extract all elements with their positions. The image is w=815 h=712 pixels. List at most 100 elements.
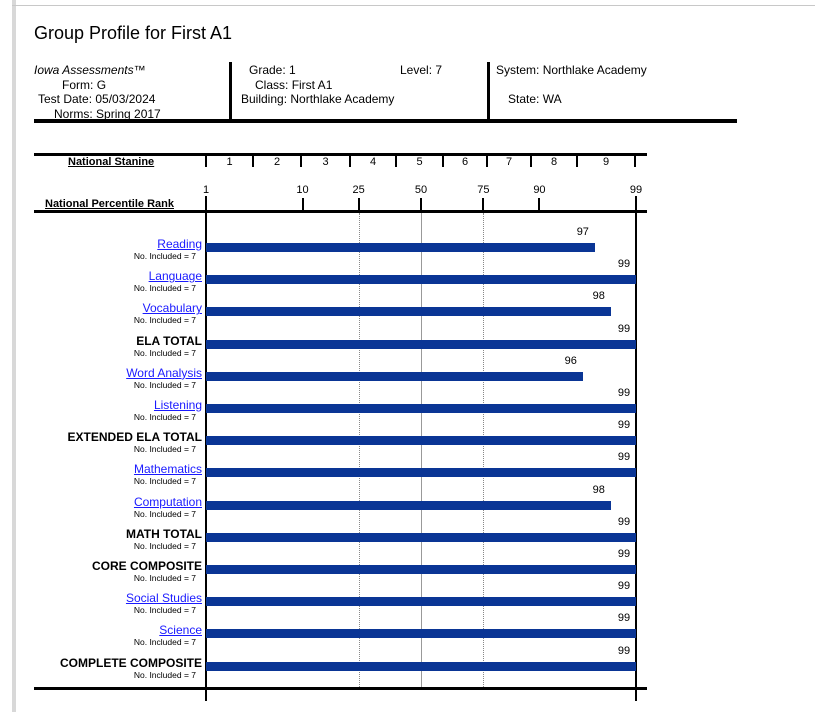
level-label: Level: [400,63,433,77]
subject-link[interactable]: Computation [133,494,202,509]
stanine-tick [395,155,397,167]
percentile-tick [420,198,422,211]
bar-value-label: 99 [617,322,631,335]
bar [206,629,636,639]
page-top-border [12,5,815,6]
assessment-name: Iowa Assessments™ [34,63,146,77]
subject-label: COMPLETE COMPOSITE [59,655,202,670]
stanine-top-rule [34,153,647,156]
subject-label[interactable]: Mathematics [2,462,202,476]
no-included-count: No. Included = 7 [133,283,196,294]
info-bottom-rule [34,119,737,123]
chart-bottom-rule [34,687,647,690]
bar [206,468,636,478]
no-included-count: No. Included = 7 [133,379,196,390]
bar-value-label: 99 [617,612,631,625]
percentile-tick-label: 1 [202,184,210,196]
subject-link[interactable]: Mathematics [133,462,202,477]
stanine-label: 5 [416,156,423,168]
stanine-tick [486,155,488,167]
bar-value-label: 98 [592,483,605,496]
no-included-count: No. Included = 7 [133,605,196,616]
percentile-tick-label: 25 [352,184,365,196]
stanine-tick [300,155,302,167]
stanine-label: 2 [273,156,281,168]
no-included-count: No. Included = 7 [133,347,196,358]
percentile-tick-label: 99 [629,184,643,196]
bar-value-label: 97 [576,226,589,238]
class-info: Grade: 1 Class: First A1 [249,63,332,92]
subject-link[interactable]: Vocabulary [142,301,202,316]
state-label: State: [508,92,540,106]
subject-link[interactable]: Science [159,623,202,638]
bar-value-label: 99 [617,419,631,432]
bar-value-label: 99 [617,548,631,560]
chart-left-frame [205,196,207,701]
subject-label[interactable]: Language [2,269,202,283]
bar-value-label: 99 [617,580,631,593]
gridline [483,213,484,687]
stanine-label: 1 [226,156,233,168]
percentile-tick-label: 90 [533,184,546,196]
no-included-count: No. Included = 7 [133,508,196,519]
percentile-tick [357,198,360,211]
bar-value-label: 96 [564,354,577,367]
subject-label[interactable]: Reading [2,237,202,251]
form-label: Form: [62,77,94,92]
subject-label[interactable]: Social Studies [2,591,202,605]
info-divider [229,62,232,122]
percentile-axis-label: National Percentile Rank [45,198,174,210]
level-value: 7 [435,63,443,77]
subject-label: EXTENDED ELA TOTAL [67,430,202,445]
no-included-count: No. Included = 7 [133,476,196,487]
subject-label[interactable]: Vocabulary [2,301,202,315]
class-label: Class: [255,77,289,92]
stanine-tick [634,155,636,167]
stanine-tick [442,155,444,167]
subject-link[interactable]: Social Studies [125,591,202,606]
bar-value-label: 99 [617,644,631,657]
bar-value-label: 99 [617,258,631,271]
system-label: System: [496,63,540,77]
stanine-tick [252,155,254,167]
no-included-count: No. Included = 7 [133,315,196,326]
subject-link[interactable]: Reading [157,237,202,251]
no-included-count: No. Included = 7 [133,669,196,680]
gridline [421,213,422,687]
subject-label[interactable]: Science [2,623,202,637]
bar [206,500,611,510]
subject-label[interactable]: Word Analysis [2,366,202,380]
bar [206,565,636,574]
page-title: Group Profile for First A1 [34,23,233,43]
building-label: Building: [241,92,288,106]
norms-label: Norms: [54,106,93,121]
subject-link[interactable]: Listening [153,398,202,412]
stanine-label: 3 [322,156,329,168]
class-value: First A1 [291,77,333,92]
subject-label[interactable]: Listening [2,398,202,412]
percentile-tick-label: 50 [414,184,428,196]
percentile-tick [301,198,304,211]
percentile-tick-label: 75 [477,184,490,196]
bar [206,532,636,542]
no-included-count: No. Included = 7 [133,540,196,551]
no-included-count: No. Included = 7 [133,444,196,455]
stanine-tick [205,155,207,167]
bar-value-label: 99 [617,451,631,464]
percentile-rule [34,210,647,213]
subject-label[interactable]: Computation [2,495,202,509]
stanine-label: 6 [461,156,469,168]
stanine-label: 7 [505,156,513,168]
bar-value-label: 99 [617,387,631,399]
building-info: Building: Northlake Academy [241,92,394,107]
system-info: System: Northlake Academy [496,63,647,78]
no-included-count: No. Included = 7 [133,573,196,583]
subject-link[interactable]: Language [148,269,202,284]
subject-link[interactable]: Word Analysis [126,365,202,380]
bar [206,597,636,607]
bar [206,243,595,252]
assessment-info: Iowa Assessments™ Form: G Test Date: 05/… [34,63,161,121]
no-included-count: No. Included = 7 [133,637,196,648]
bar [206,404,636,413]
bar [206,661,636,671]
